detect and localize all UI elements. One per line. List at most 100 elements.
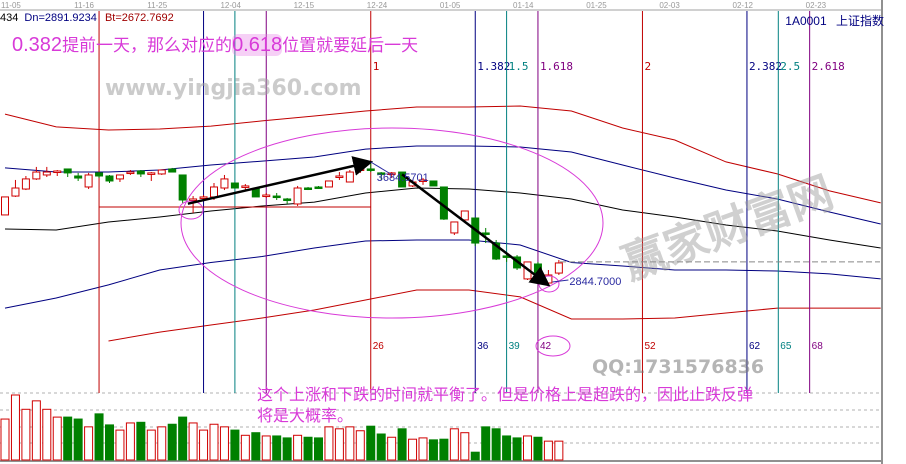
volume-bar [408, 438, 418, 461]
candle-body [95, 172, 104, 177]
bt-value: Bt=2672.7692 [104, 12, 174, 24]
low-price-label: 2844.7000 [569, 276, 621, 288]
volume-bar [136, 421, 146, 461]
volume-bar [366, 425, 376, 461]
volume-bar [533, 436, 543, 461]
candle-body [335, 175, 344, 178]
volume-bar [10, 394, 20, 461]
candle-body [42, 171, 51, 176]
candle-body [168, 168, 177, 173]
start-point-circle [178, 200, 204, 220]
fib-ratio-label: 1.382 [477, 60, 510, 73]
bollinger-band-line [4, 239, 881, 309]
volume-bar [178, 416, 188, 461]
fib-count-label: 52 [644, 341, 656, 352]
volume-bar [282, 437, 292, 461]
volume-bar [324, 426, 334, 461]
volume-bar [314, 437, 323, 461]
candle-body [74, 175, 83, 179]
high-label-leader [370, 161, 392, 175]
fib-ratio-label: 1.618 [540, 60, 573, 73]
top-annotation: 0.382提前一天，那么对应的0.618位置就要延后一天 [12, 31, 418, 57]
candle-body [324, 180, 333, 188]
time-tick-label: 02-23 [806, 1, 827, 10]
volume-bar [523, 435, 532, 461]
volume-bar [334, 428, 344, 461]
time-tick-label: 11-25 [147, 1, 167, 10]
volume-bar [502, 435, 512, 461]
candle-body [398, 171, 407, 188]
volume-bar [52, 416, 62, 461]
bottom-annotation-line1: 这个上涨和下跌的时间就平衡了。但是价格上是超跌的，因此止跌反弹 [257, 385, 754, 404]
volume-bar [105, 424, 114, 461]
volume-bar [209, 423, 219, 461]
fib-ratio-label: 2 [644, 60, 651, 73]
fib-count-label: 65 [780, 341, 792, 352]
candle-body [429, 180, 438, 187]
volume-bar [449, 428, 459, 461]
time-tick-label: 11-16 [74, 1, 94, 10]
ratio-0382: 0.382 [12, 34, 63, 56]
ratio-0618: 0.618 [232, 34, 283, 56]
volume-bar [439, 438, 449, 461]
volume-bar [428, 439, 438, 461]
volume-bar [251, 432, 261, 461]
candle-body [126, 171, 135, 175]
volume-bar [219, 426, 229, 461]
volume-bar [376, 433, 386, 461]
volume-bar [167, 423, 177, 461]
time-tick-label: 12-24 [367, 1, 388, 10]
candle-body [262, 194, 271, 198]
time-tick-label: 02-12 [733, 1, 754, 10]
fib-count-label: 62 [749, 341, 761, 352]
candle-body [387, 172, 396, 175]
trend-arrow [401, 173, 551, 287]
candle-body [11, 187, 20, 197]
volume-bar [125, 422, 135, 461]
symbol-name: 上证指数 [835, 14, 884, 28]
fib-ratio-label: 2.382 [749, 60, 782, 73]
highlight-ellipse [180, 127, 604, 319]
candle-body [251, 188, 260, 198]
fib-ratio-label: 2.618 [812, 60, 845, 73]
fib-count-label: 42 [540, 341, 552, 352]
volume-bar [387, 436, 397, 461]
candle-body [272, 195, 281, 199]
candle-body [345, 171, 354, 183]
candle-body [366, 168, 375, 171]
volume-bar [63, 416, 73, 461]
count-42-circle [535, 335, 571, 357]
candle-body [32, 171, 41, 180]
candle-body [157, 169, 166, 175]
volume-bar [146, 429, 156, 461]
fib-ratio-label: 1 [373, 60, 380, 73]
bottom-annotation-line2: 将是大概率。 [257, 406, 354, 425]
fib-count-label: 26 [373, 341, 385, 352]
volume-bar [0, 418, 10, 461]
volume-bar [543, 440, 553, 461]
candle-body [21, 178, 30, 190]
volume-bar [94, 413, 104, 461]
candle-body [147, 172, 156, 175]
volume-bar [188, 422, 198, 461]
volume-bar [554, 440, 564, 461]
candle-body [199, 196, 208, 199]
volume-bar [73, 418, 83, 461]
volume-bar [470, 451, 480, 461]
volume-bar [418, 437, 428, 461]
fib-count-label: 39 [509, 341, 521, 352]
volume-bar [42, 408, 52, 461]
dn-value: Dn=2891.9234 [24, 12, 97, 24]
volume-bar [481, 426, 491, 461]
candle-body [293, 187, 302, 205]
volume-bar [261, 435, 271, 461]
candle-body [189, 198, 198, 201]
candle-body [230, 182, 239, 189]
candle-body [377, 172, 386, 175]
candle-body [63, 168, 72, 174]
time-tick-label: 01-05 [440, 1, 461, 10]
trend-arrow [187, 156, 374, 205]
indicator-readout: 434 Dn=2891.9234 Bt=2672.7692 [0, 12, 174, 24]
fib-ratio-label: 1.5 [509, 60, 529, 73]
